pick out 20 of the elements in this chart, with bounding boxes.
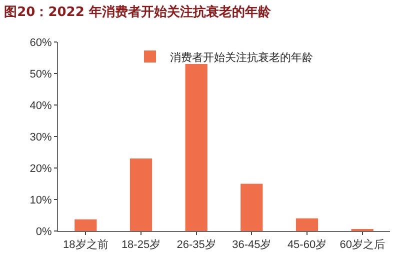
legend-label: 消费者开始关注抗衰老的年龄	[170, 50, 313, 64]
bar	[296, 218, 318, 231]
bar	[130, 158, 152, 231]
y-tick-label: 0%	[36, 226, 52, 238]
y-tick-label: 20%	[30, 162, 52, 175]
x-tick-label: 45-60岁	[287, 239, 327, 252]
y-tick-label: 60%	[30, 36, 52, 49]
bar	[74, 219, 97, 231]
x-tick-label: 60岁之后	[340, 238, 385, 252]
x-tick-label: 36-45岁	[232, 239, 272, 252]
chart-title: 图20：2022 年消费者开始关注抗衰老的年龄	[4, 4, 272, 20]
bar	[240, 184, 263, 231]
y-tick-label: 40%	[30, 100, 52, 112]
x-tick-label: 26-35岁	[176, 239, 216, 252]
x-tick-label: 18-25岁	[121, 239, 161, 252]
y-tick-label: 50%	[30, 68, 52, 80]
y-tick-label: 10%	[30, 194, 52, 206]
bar	[185, 64, 208, 231]
x-tick-label: 18岁之前	[63, 238, 108, 252]
y-tick-label: 30%	[30, 131, 52, 144]
